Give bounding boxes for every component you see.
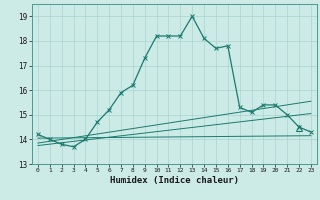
X-axis label: Humidex (Indice chaleur): Humidex (Indice chaleur) xyxy=(110,176,239,185)
